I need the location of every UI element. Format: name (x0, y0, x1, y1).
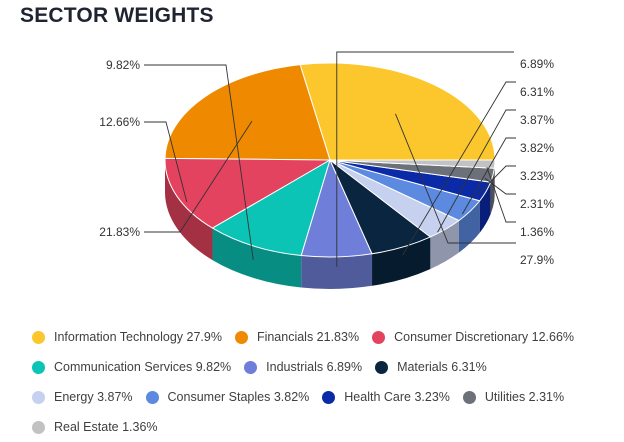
pie-side-consumer-staples (458, 200, 480, 253)
legend-label: Materials 6.31% (397, 360, 487, 374)
legend-item-industrials[interactable]: Industrials 6.89% (244, 360, 362, 374)
pie-sides (165, 160, 495, 290)
legend-item-communication-services[interactable]: Communication Services 9.82% (32, 360, 231, 374)
pie-side-health-care (479, 182, 491, 233)
slice-labels: 27.9% 21.83% 12.66% 9.82% 6.89% 6.31% 3.87% 3.8… (99, 57, 554, 267)
legend-label: Utilities 2.31% (484, 390, 565, 404)
slice-label-consumer-staples: 3.82% (520, 141, 554, 155)
pie-slice-information-technology (299, 62, 496, 161)
legend-swatch-icon (372, 330, 386, 344)
slice-label-consumer-discretionary: 12.66% (99, 115, 140, 129)
pie-chart: 27.9% 21.83% 12.66% 9.82% 6.89% 6.31% 3.87% 3.8… (99, 51, 554, 290)
legend-label: Communication Services 9.82% (54, 360, 232, 374)
slice-label-industrials: 6.89% (520, 57, 554, 71)
legend-label: Financials 21.83% (256, 330, 360, 344)
leader-line-consumer-discretionary (144, 121, 188, 203)
slice-label-financials: 21.83% (99, 225, 140, 239)
pie-side-materials (372, 236, 431, 286)
pie-side-industrials (301, 253, 373, 290)
legend-item-energy[interactable]: Energy 3.87% (32, 390, 133, 404)
legend-row: Energy 3.87% Consumer Staples 3.82% Health… (32, 382, 612, 412)
legend-label: Energy 3.87% (54, 390, 133, 404)
legend-item-consumer-discretionary[interactable]: Consumer Discretionary 12.66% (372, 330, 574, 344)
pie-side-consumer-discretionary (165, 160, 213, 261)
leader-line-industrials (336, 51, 514, 267)
leader-line-financials (144, 120, 253, 233)
legend-swatch-icon (234, 330, 248, 344)
legend-label: Information Technology 27.9% (54, 330, 222, 344)
legend-swatch-icon (32, 360, 45, 374)
legend-swatch-icon (244, 360, 258, 374)
leader-lines (144, 51, 516, 267)
leader-line-energy (437, 109, 516, 233)
legend-row: Communication Services 9.82% Industrials … (32, 352, 612, 382)
legend-swatch-icon (32, 390, 45, 404)
legend-item-materials[interactable]: Materials 6.31% (375, 360, 487, 374)
legend-item-utilities[interactable]: Utilities 2.31% (462, 390, 565, 404)
slice-label-energy: 3.87% (520, 113, 554, 127)
slice-label-materials: 6.31% (520, 85, 554, 99)
chart-title: SECTOR WEIGHTS (20, 4, 214, 27)
leader-line-consumer-staples (461, 137, 516, 215)
legend-swatch-icon (322, 390, 336, 404)
pie-slices (164, 62, 496, 258)
legend-swatch-icon (375, 360, 389, 374)
legend-item-real-estate[interactable]: Real Estate 1.36% (32, 420, 158, 434)
leader-line-communication-services (144, 64, 254, 260)
legend-swatch-icon (145, 390, 159, 404)
legend-item-information-technology[interactable]: Information Technology 27.9% (32, 330, 222, 344)
leader-line-materials (402, 81, 516, 256)
slice-label-communication-services: 9.82% (106, 58, 140, 72)
legend-label: Consumer Staples 3.82% (167, 390, 310, 404)
pie-side-communication-services (212, 228, 302, 288)
legend-row: Information Technology 27.9% Financials 2… (32, 322, 612, 352)
slice-label-real-estate: 1.36% (520, 225, 554, 239)
legend-item-consumer-staples[interactable]: Consumer Staples 3.82% (145, 390, 310, 404)
legend-swatch-icon (32, 420, 45, 434)
legend-row: Real Estate 1.36% (32, 412, 612, 442)
pie-slice-real-estate (329, 159, 496, 169)
leader-line-utilities (484, 177, 516, 195)
leader-line-information-technology (395, 113, 516, 244)
pie-side-energy (430, 220, 459, 269)
legend-swatch-icon (32, 330, 45, 344)
slice-label-information-technology: 27.9% (520, 253, 554, 267)
legend-label: Industrials 6.89% (266, 360, 363, 374)
legend-item-financials[interactable]: Financials 21.83% (234, 330, 360, 344)
legend-label: Health Care 3.23% (344, 390, 450, 404)
leader-line-real-estate (486, 166, 516, 223)
legend-item-health-care[interactable]: Health Care 3.23% (322, 390, 450, 404)
slice-label-health-care: 3.23% (520, 169, 554, 183)
legend-label: Real Estate 1.36% (54, 420, 158, 434)
pie-slice-consumer-discretionary (164, 157, 332, 229)
leader-line-health-care (477, 165, 516, 195)
legend-label: Consumer Discretionary 12.66% (394, 330, 575, 344)
legend-swatch-icon (462, 390, 476, 404)
pie-slice-communication-services (211, 158, 331, 257)
slice-label-utilities: 2.31% (520, 197, 554, 211)
pie-slice-financials (164, 64, 331, 161)
chart-legend: Information Technology 27.9% Financials 2… (32, 322, 612, 442)
